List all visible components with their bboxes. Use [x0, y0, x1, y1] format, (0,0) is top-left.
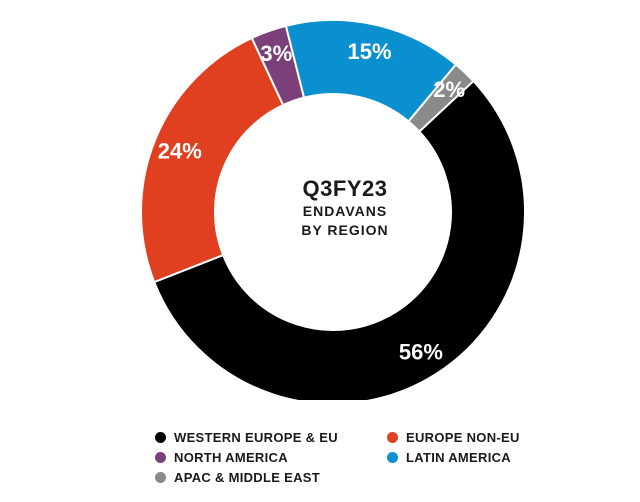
center-title-line2: BY REGION: [301, 222, 389, 238]
slice-apac-middle-east: [407, 63, 475, 133]
chart-center-title: Q3FY23 ENDAVANS BY REGION: [245, 176, 445, 240]
legend-label: WESTERN EUROPE & EU: [174, 429, 338, 445]
legend-item-latin-america: LATIN AMERICA: [387, 448, 575, 466]
slice-europe-non-eu: [140, 36, 285, 284]
legend-label: EUROPE NON-EU: [406, 429, 520, 445]
legend-item-western-europe: WESTERN EUROPE & EU: [155, 428, 387, 446]
center-title-main: Q3FY23: [302, 176, 388, 201]
legend-swatch: [155, 471, 166, 483]
slice-western-europe: [152, 79, 526, 400]
slice-label-north-america: 3%: [260, 41, 292, 66]
legend-item-north-america: NORTH AMERICA: [155, 448, 387, 466]
legend-swatch: [387, 431, 398, 443]
legend-swatch: [387, 451, 398, 463]
slice-label-apac-middle-east: 2%: [433, 77, 465, 102]
legend-swatch: [155, 451, 166, 463]
chart-legend: WESTERN EUROPE & EU EUROPE NON-EU NORTH …: [155, 428, 575, 486]
legend-item-europe-non-eu: EUROPE NON-EU: [387, 428, 575, 446]
legend-label: NORTH AMERICA: [174, 449, 288, 465]
slice-label-western-europe: 56%: [399, 340, 443, 365]
legend-item-apac-middle-east: APAC & MIDDLE EAST: [155, 468, 387, 486]
center-title-line1: ENDAVANS: [302, 203, 388, 219]
legend-label: APAC & MIDDLE EAST: [174, 469, 320, 485]
slice-label-latin-america: 15%: [348, 39, 392, 64]
legend-label: LATIN AMERICA: [406, 449, 511, 465]
slice-label-europe-non-eu: 24%: [158, 139, 202, 164]
donut-chart: 56% 24% 3% 15% 2%: [140, 19, 526, 400]
legend-swatch: [155, 431, 166, 443]
